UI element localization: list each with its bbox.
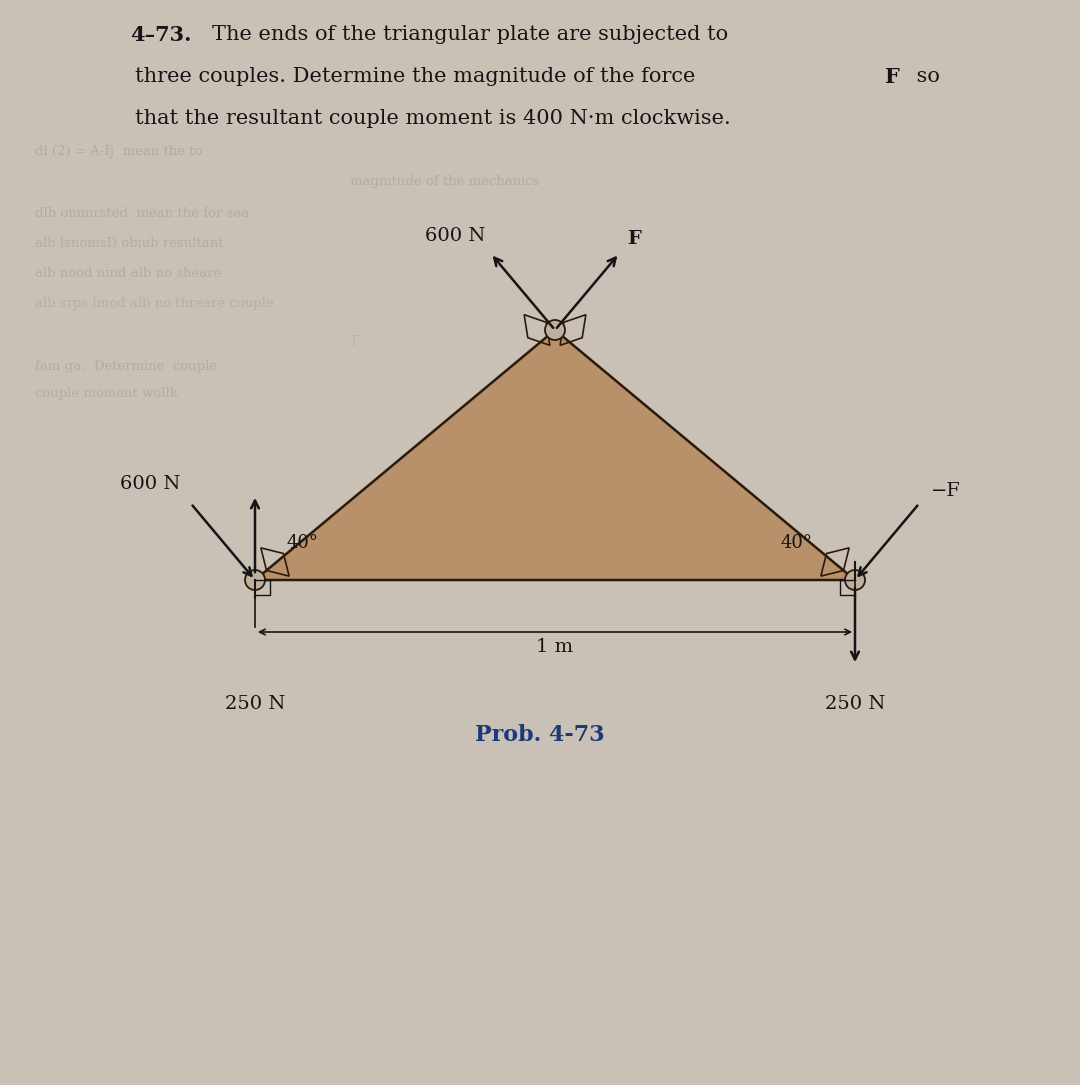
- Text: dlb onimrsted  mean the for sea: dlb onimrsted mean the for sea: [35, 207, 249, 220]
- Text: The ends of the triangular plate are subjected to: The ends of the triangular plate are sub…: [212, 25, 728, 44]
- Text: Prob. 4-73: Prob. 4-73: [475, 724, 605, 746]
- Text: 250 N: 250 N: [825, 695, 886, 713]
- Text: −F: −F: [931, 483, 961, 500]
- Text: dl (2) = A-Ij  mean the to: dl (2) = A-Ij mean the to: [35, 145, 202, 158]
- Text: alb lsnomsD obiub resultant: alb lsnomsD obiub resultant: [35, 237, 224, 250]
- Circle shape: [545, 320, 565, 340]
- Text: F: F: [627, 230, 642, 248]
- Text: F: F: [885, 67, 900, 87]
- Text: 1 m: 1 m: [537, 638, 573, 656]
- Text: 600 N: 600 N: [120, 475, 180, 494]
- Text: three couples. Determine the magnitude of the force: three couples. Determine the magnitude o…: [135, 67, 702, 86]
- Text: 40°: 40°: [287, 534, 319, 552]
- Text: 40°: 40°: [780, 534, 812, 552]
- Polygon shape: [255, 330, 855, 580]
- Text: fam ga.  Determine  couple: fam ga. Determine couple: [35, 360, 217, 373]
- Circle shape: [845, 570, 865, 590]
- Text: 600 N: 600 N: [426, 228, 486, 245]
- Circle shape: [245, 570, 265, 590]
- Text: that the resultant couple moment is 400 N·m clockwise.: that the resultant couple moment is 400 …: [135, 108, 731, 128]
- Text: couple moment wollk: couple moment wollk: [35, 387, 178, 400]
- Text: 250 N: 250 N: [225, 695, 285, 713]
- Text: 4–73.: 4–73.: [130, 25, 191, 44]
- Text: magnitude of the mechanics: magnitude of the mechanics: [350, 175, 540, 188]
- Text: alb nood nind alb no sheare: alb nood nind alb no sheare: [35, 267, 221, 280]
- Text: alb srps bnod alb no threare couple: alb srps bnod alb no threare couple: [35, 297, 273, 310]
- Text: so: so: [910, 67, 940, 86]
- Text: F: F: [350, 335, 360, 348]
